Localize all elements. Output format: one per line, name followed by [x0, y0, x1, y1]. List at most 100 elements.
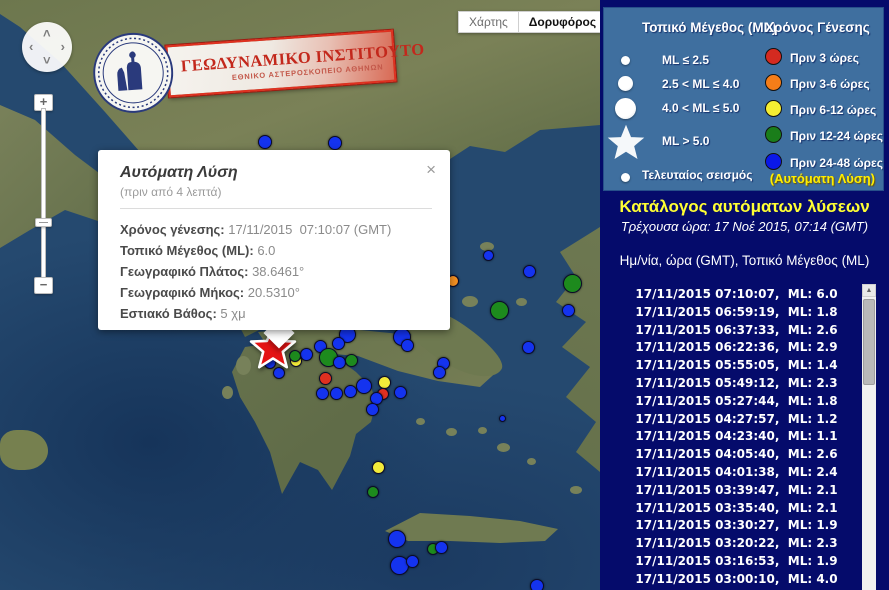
- magnitude-large-circle-icon: [615, 98, 636, 119]
- earthquake-marker-blue[interactable]: [400, 338, 414, 352]
- earthquake-marker-blue[interactable]: [482, 249, 494, 261]
- earthquake-marker-blue[interactable]: [432, 365, 446, 379]
- popup-divider: [120, 208, 432, 209]
- magnitude-row: Τοπικό Μέγεθος (ML): 6.0: [120, 240, 432, 261]
- earthquake-marker-green[interactable]: [489, 300, 509, 320]
- earthquake-marker-blue[interactable]: [343, 384, 357, 398]
- longitude-row: Γεωγραφικό Μήκος: 20.5310°: [120, 282, 432, 303]
- magnitude-star-icon: [607, 124, 645, 159]
- catalog-list: 17/11/2015 07:10:07, ML: 6.0 17/11/2015 0…: [614, 286, 859, 590]
- earthquake-marker-blue[interactable]: [561, 303, 575, 317]
- scroll-up-icon[interactable]: ▲: [862, 284, 876, 297]
- earthquake-marker-blue[interactable]: [521, 340, 535, 354]
- latitude-row: Γεωγραφικό Πλάτος: 38.6461°: [120, 261, 432, 282]
- map-type-switcher: Χάρτης Δορυφόρος: [458, 11, 600, 33]
- island: [446, 428, 457, 436]
- map-pan-control[interactable]: ˄ ˅ ‹ ›: [22, 22, 72, 72]
- catalog-entry: 17/11/2015 06:37:33, ML: 2.6: [635, 322, 838, 337]
- map-view-button[interactable]: Χάρτης: [458, 11, 518, 33]
- magnitude-item-label: ML ≤ 2.5: [662, 53, 710, 67]
- magnitude-item-label: 4.0 < ML ≤ 5.0: [662, 101, 740, 115]
- island: [516, 298, 527, 306]
- catalog-entry: 17/11/2015 05:55:05, ML: 1.4: [635, 358, 838, 373]
- earthquake-marker-red[interactable]: [318, 371, 332, 385]
- catalog-scrollbar[interactable]: ▲: [862, 284, 876, 590]
- catalog-entry: 17/11/2015 03:30:27, ML: 1.9: [635, 518, 838, 533]
- island: [570, 486, 582, 494]
- last-quake-circle-icon: [621, 173, 630, 182]
- catalog-entry: 17/11/2015 03:00:10, ML: 4.0: [635, 571, 838, 586]
- earthquake-marker-blue[interactable]: [498, 414, 506, 422]
- earthquake-marker-blue[interactable]: [329, 386, 343, 400]
- origin-time-value: 17/11/2015 07:10:07 (GMT): [228, 222, 392, 237]
- earthquake-marker-yellow[interactable]: [371, 460, 385, 474]
- zoom-out-button[interactable]: −: [34, 277, 53, 294]
- earthquake-marker-blue[interactable]: [273, 367, 285, 379]
- pan-down-icon[interactable]: ˅: [43, 53, 51, 68]
- earthquake-marker-green[interactable]: [289, 350, 301, 362]
- earthquake-marker-blue[interactable]: [365, 402, 379, 416]
- earthquake-marker-green[interactable]: [562, 273, 582, 293]
- earthquake-marker-blue[interactable]: [315, 386, 329, 400]
- longitude-label: Γεωγραφικό Μήκος:: [120, 285, 245, 300]
- magnitude-small-circle-icon: [621, 56, 630, 65]
- close-icon[interactable]: ×: [426, 160, 436, 179]
- pan-right-icon[interactable]: ›: [60, 39, 65, 54]
- scrollbar-thumb[interactable]: [863, 299, 875, 385]
- catalog-columns-header: Ημ/νία, ώρα (GMT), Τοπικό Μέγεθος (ML): [619, 253, 870, 268]
- time-orange-circle-icon: [765, 74, 782, 91]
- satellite-view-button[interactable]: Δορυφόρος: [517, 11, 600, 33]
- institute-banner: ΓΕΩΔΥΝΑΜΙΚΟ ΙΝΣΤΙΤΟΥΤΟ ΕΘΝΙΚΟ ΑΣΤΕΡΟΣΚΟΠ…: [90, 13, 425, 118]
- earthquake-marker-blue[interactable]: [328, 136, 342, 150]
- pan-left-icon[interactable]: ‹: [29, 39, 34, 54]
- catalog-entry: 17/11/2015 04:27:57, ML: 1.2: [635, 411, 838, 426]
- island: [497, 443, 510, 452]
- time-legend-header: Χρόνος Γένεσης: [765, 20, 870, 35]
- time-item-label: Πριν 6-12 ώρες: [790, 103, 877, 117]
- magnitude-item-label: 2.5 < ML ≤ 4.0: [662, 77, 740, 91]
- catalog-entry: 17/11/2015 06:22:36, ML: 2.9: [635, 340, 838, 355]
- earthquake-marker-blue[interactable]: [388, 530, 406, 548]
- island: [478, 427, 487, 434]
- island: [462, 296, 478, 307]
- pan-up-icon[interactable]: ˄: [43, 26, 51, 41]
- time-item-label: Πριν 3-6 ώρες: [790, 77, 870, 91]
- catalog-entry: 17/11/2015 06:59:19, ML: 1.8: [635, 304, 838, 319]
- earthquake-marker-blue[interactable]: [434, 540, 448, 554]
- magnitude-medium-circle-icon: [618, 76, 633, 91]
- zoom-slider-handle[interactable]: [35, 218, 52, 227]
- catalog-entry: 17/11/2015 03:39:47, ML: 2.1: [635, 482, 838, 497]
- time-green-circle-icon: [765, 126, 782, 143]
- legend-panel: Τοπικό Μέγεθος (ML) ML ≤ 2.5 2.5 < ML ≤ …: [603, 7, 884, 191]
- depth-row: Εστιακό Βάθος: 5 χμ: [120, 303, 432, 324]
- earthquake-marker-green[interactable]: [344, 353, 358, 367]
- earthquake-marker-yellow[interactable]: [377, 375, 391, 389]
- earthquake-marker-blue[interactable]: [331, 336, 345, 350]
- earthquake-marker-blue[interactable]: [332, 355, 346, 369]
- earthquake-marker-green[interactable]: [367, 486, 379, 498]
- land-sicily: [0, 430, 48, 470]
- island: [527, 458, 536, 465]
- earthquake-marker-blue[interactable]: [530, 579, 544, 590]
- catalog-entry: 17/11/2015 04:23:40, ML: 1.1: [635, 429, 838, 444]
- magnitude-value: 6.0: [257, 243, 276, 258]
- earthquake-marker-blue[interactable]: [522, 264, 536, 278]
- earthquake-marker-blue[interactable]: [405, 554, 419, 568]
- institute-banner-plate: ΓΕΩΔΥΝΑΜΙΚΟ ΙΝΣΤΙΤΟΥΤΟ ΕΘΝΙΚΟ ΑΣΤΕΡΟΣΚΟΠ…: [165, 29, 425, 98]
- map-canvas[interactable]: ΓΕΩΔΥΝΑΜΙΚΟ ΙΝΣΤΙΤΟΥΤΟ ΕΘΝΙΚΟ ΑΣΤΕΡΟΣΚΟΠ…: [0, 0, 600, 590]
- earthquake-marker-blue[interactable]: [393, 385, 407, 399]
- time-red-circle-icon: [765, 48, 782, 65]
- map-zoom-control: + −: [34, 94, 54, 294]
- zoom-slider-track[interactable]: [41, 108, 46, 286]
- popup-age: (πριν από 4 λεπτά): [120, 185, 222, 199]
- time-yellow-circle-icon: [765, 100, 782, 117]
- earthquake-marker-blue[interactable]: [356, 378, 372, 394]
- sidebar: Τοπικό Μέγεθος (ML) ML ≤ 2.5 2.5 < ML ≤ …: [600, 0, 889, 590]
- magnitude-item-label: ML > 5.0: [662, 134, 710, 148]
- catalog-entry: 17/11/2015 03:16:53, ML: 1.9: [635, 553, 838, 568]
- main-earthquake-star-marker[interactable]: [249, 324, 297, 372]
- earthquake-marker-blue[interactable]: [258, 135, 272, 149]
- catalog-entry: 17/11/2015 03:20:22, ML: 2.3: [635, 536, 838, 551]
- zoom-in-button[interactable]: +: [34, 94, 53, 111]
